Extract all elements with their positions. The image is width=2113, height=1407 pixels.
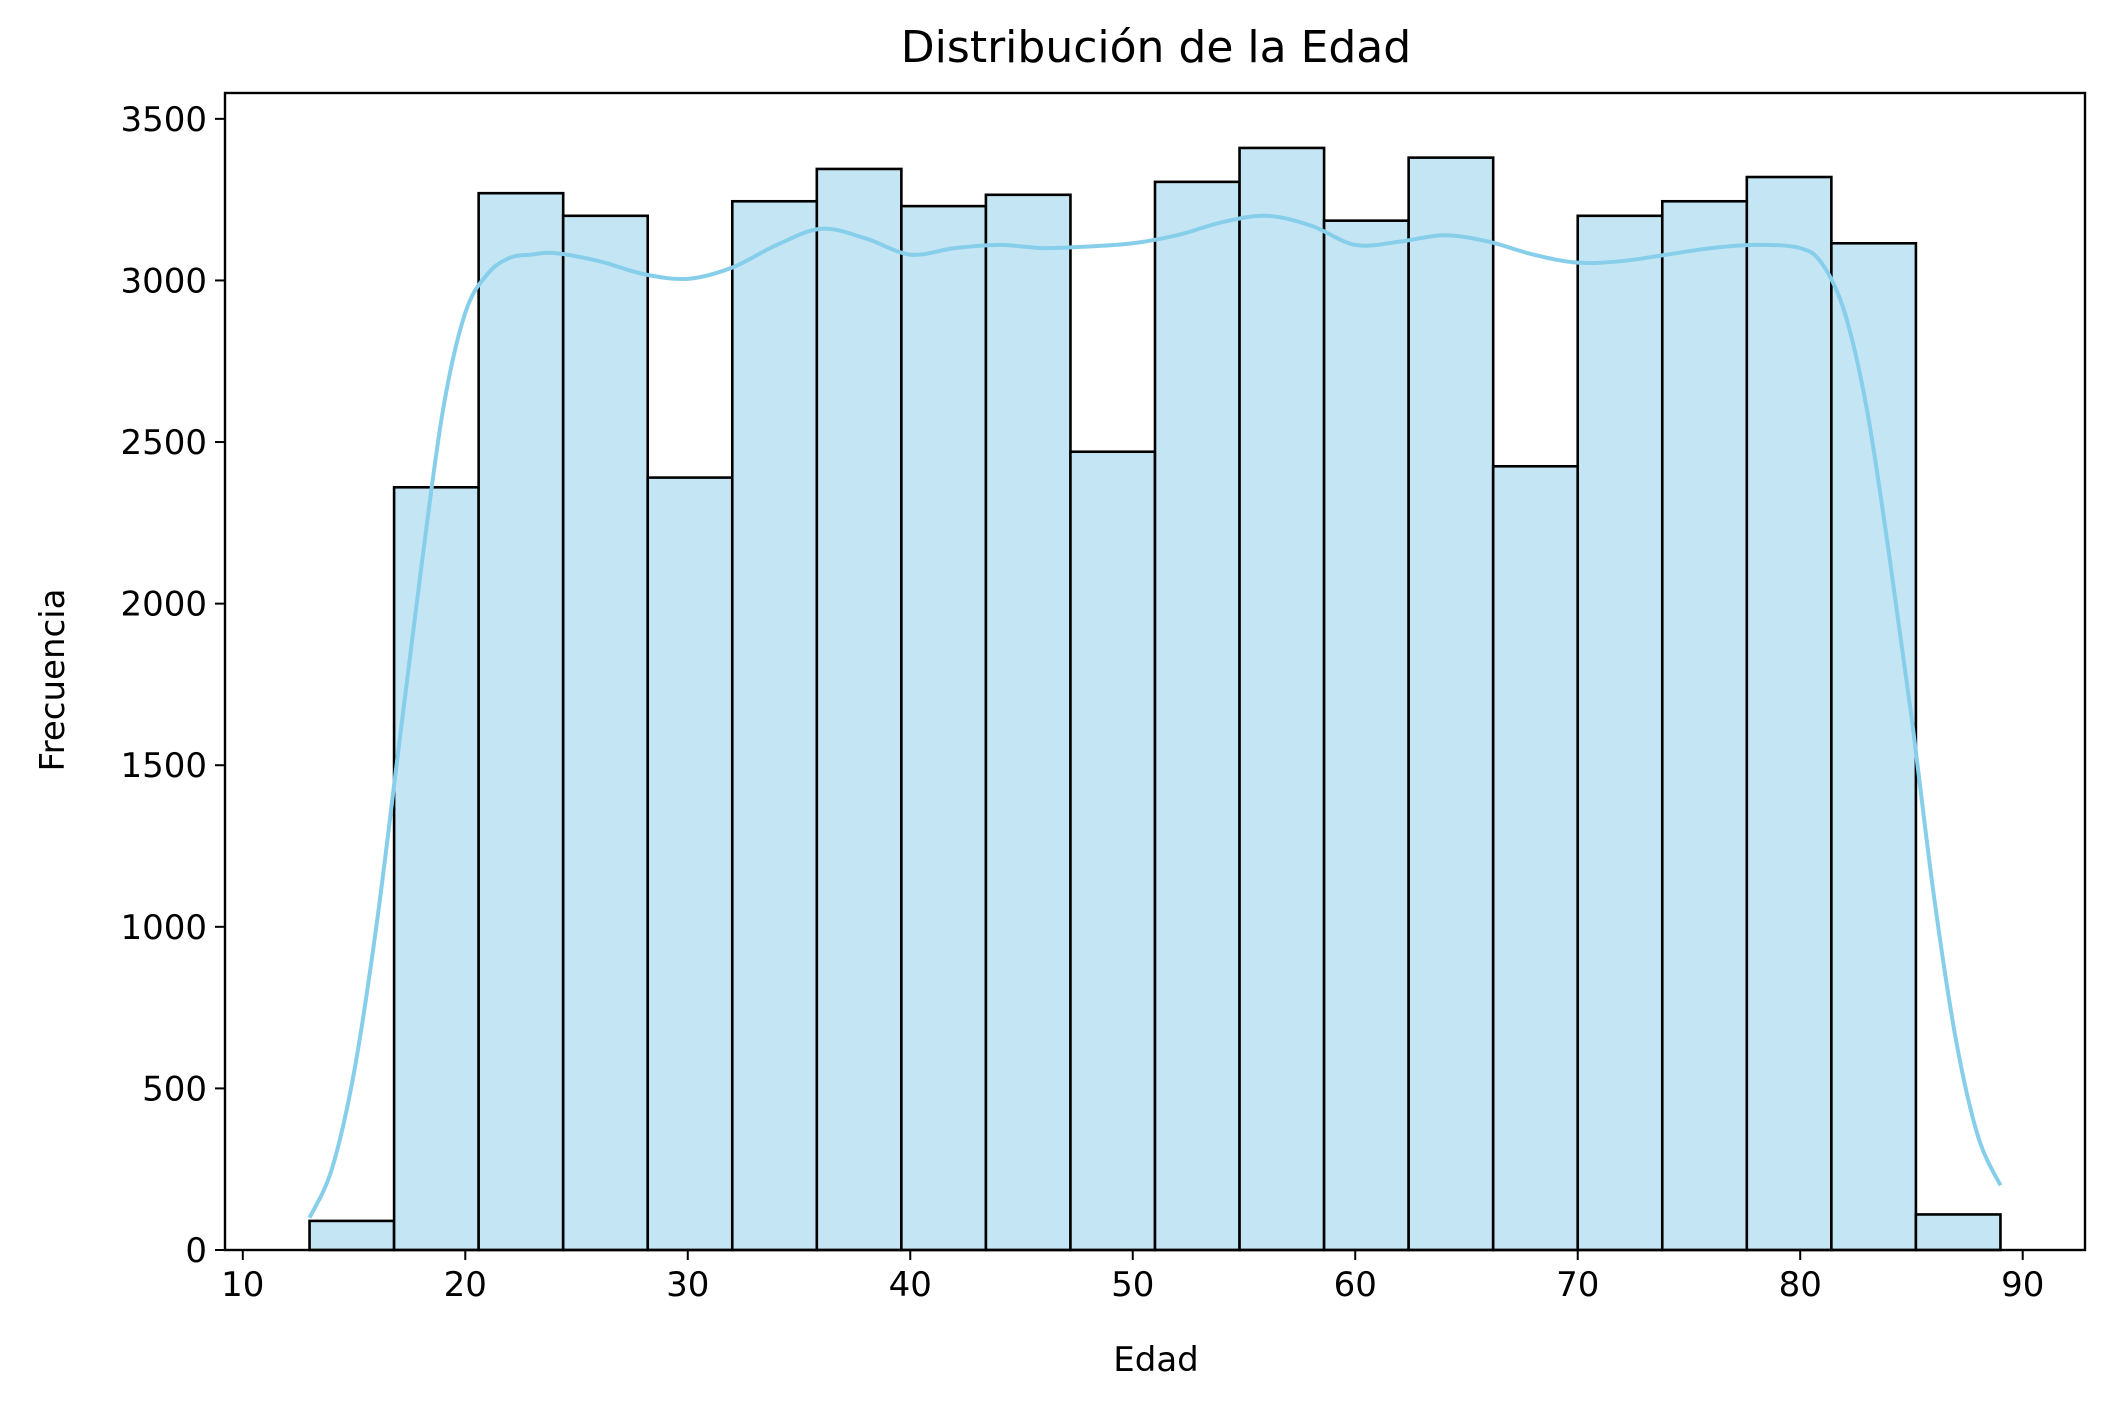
x-tick-label: 70 bbox=[1556, 1265, 1599, 1305]
histogram-bar-12 bbox=[1238, 146, 1326, 1252]
histogram-bar-1 bbox=[308, 1219, 396, 1252]
chart-title: Distribución de la Edad bbox=[901, 22, 1411, 73]
histogram-bar-17 bbox=[1660, 199, 1749, 1252]
x-tick-label: 40 bbox=[889, 1265, 932, 1305]
histogram-bar-19 bbox=[1830, 241, 1918, 1252]
histogram-bar-20 bbox=[1914, 1213, 2002, 1252]
histogram-bar-10 bbox=[1069, 450, 1157, 1252]
y-tick-label: 0 bbox=[185, 1231, 207, 1271]
x-tick-label: 80 bbox=[1779, 1265, 1822, 1305]
x-tick-label: 90 bbox=[2001, 1265, 2044, 1305]
plot-area-frame bbox=[223, 91, 2087, 1252]
histogram-bar-11 bbox=[1153, 180, 1241, 1252]
x-tick-label: 60 bbox=[1334, 1265, 1377, 1305]
histogram-bar-4 bbox=[561, 214, 650, 1252]
histogram-bar-9 bbox=[984, 193, 1072, 1252]
x-tick-label: 30 bbox=[666, 1265, 709, 1305]
histogram-bar-18 bbox=[1745, 175, 1833, 1252]
y-tick-label: 500 bbox=[142, 1069, 207, 1109]
histogram-bar-6 bbox=[730, 199, 819, 1252]
histogram-bar-13 bbox=[1322, 219, 1410, 1252]
histogram-bar-16 bbox=[1576, 214, 1664, 1252]
y-tick-label: 2500 bbox=[120, 423, 207, 463]
x-axis-label: Edad bbox=[1113, 1340, 1198, 1380]
y-axis-label: Frecuencia bbox=[33, 589, 73, 772]
x-tick-label: 50 bbox=[1111, 1265, 1154, 1305]
y-tick-label: 1500 bbox=[120, 746, 207, 786]
y-axis-ticks: 0 500 1000 1500 2000 2500 3000 3500 bbox=[120, 100, 225, 1271]
x-axis-ticks: 10 20 30 40 50 60 70 80 90 bbox=[221, 1250, 2044, 1305]
x-tick-label: 20 bbox=[444, 1265, 487, 1305]
histogram-bars bbox=[308, 146, 2002, 1252]
y-tick-label: 2000 bbox=[120, 585, 207, 625]
histogram-bar-15 bbox=[1491, 464, 1580, 1252]
histogram-bar-2 bbox=[392, 485, 480, 1252]
x-tick-label: 10 bbox=[221, 1265, 264, 1305]
y-tick-label: 3000 bbox=[120, 261, 207, 301]
histogram-bar-5 bbox=[646, 476, 734, 1252]
histogram-bar-3 bbox=[477, 191, 565, 1252]
kde-line bbox=[307, 213, 2003, 1219]
y-tick-label: 1000 bbox=[120, 908, 207, 948]
y-tick-label: 3500 bbox=[120, 100, 207, 140]
histogram-bar-7 bbox=[815, 167, 903, 1252]
histogram-bar-8 bbox=[900, 204, 988, 1252]
histogram-bar-14 bbox=[1407, 156, 1495, 1252]
